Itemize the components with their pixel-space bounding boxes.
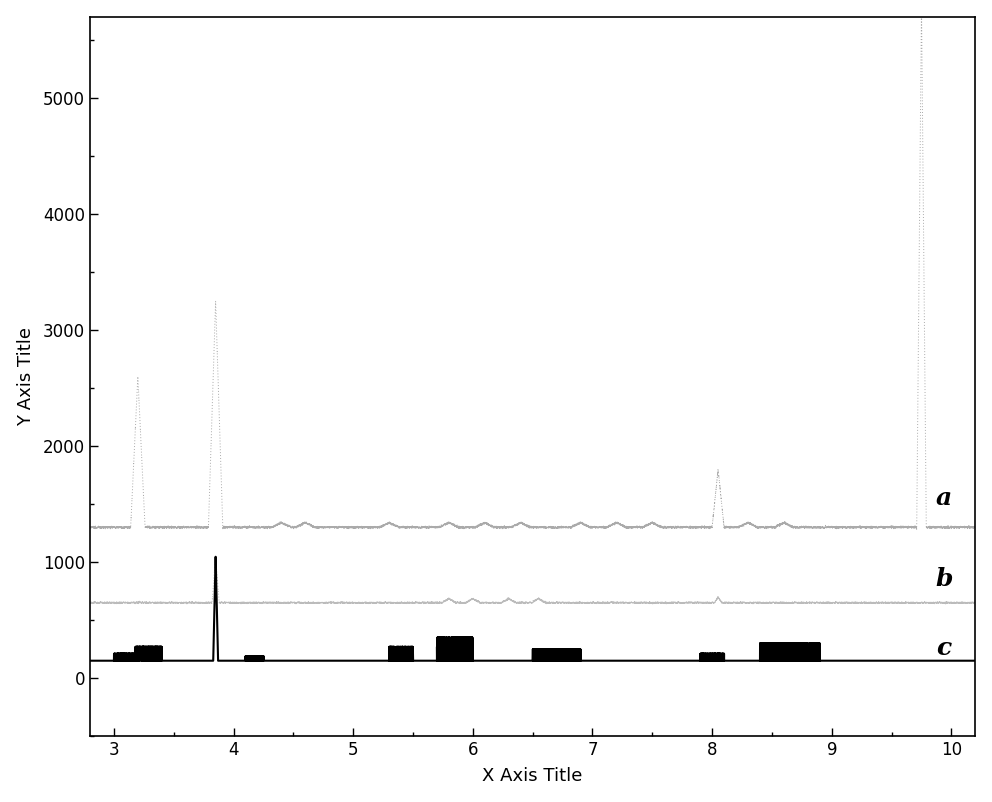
- X-axis label: X Axis Title: X Axis Title: [482, 768, 583, 785]
- Text: b: b: [935, 568, 953, 592]
- Text: a: a: [935, 486, 952, 510]
- Text: c: c: [935, 636, 951, 660]
- Y-axis label: Y Axis Title: Y Axis Title: [17, 327, 35, 426]
